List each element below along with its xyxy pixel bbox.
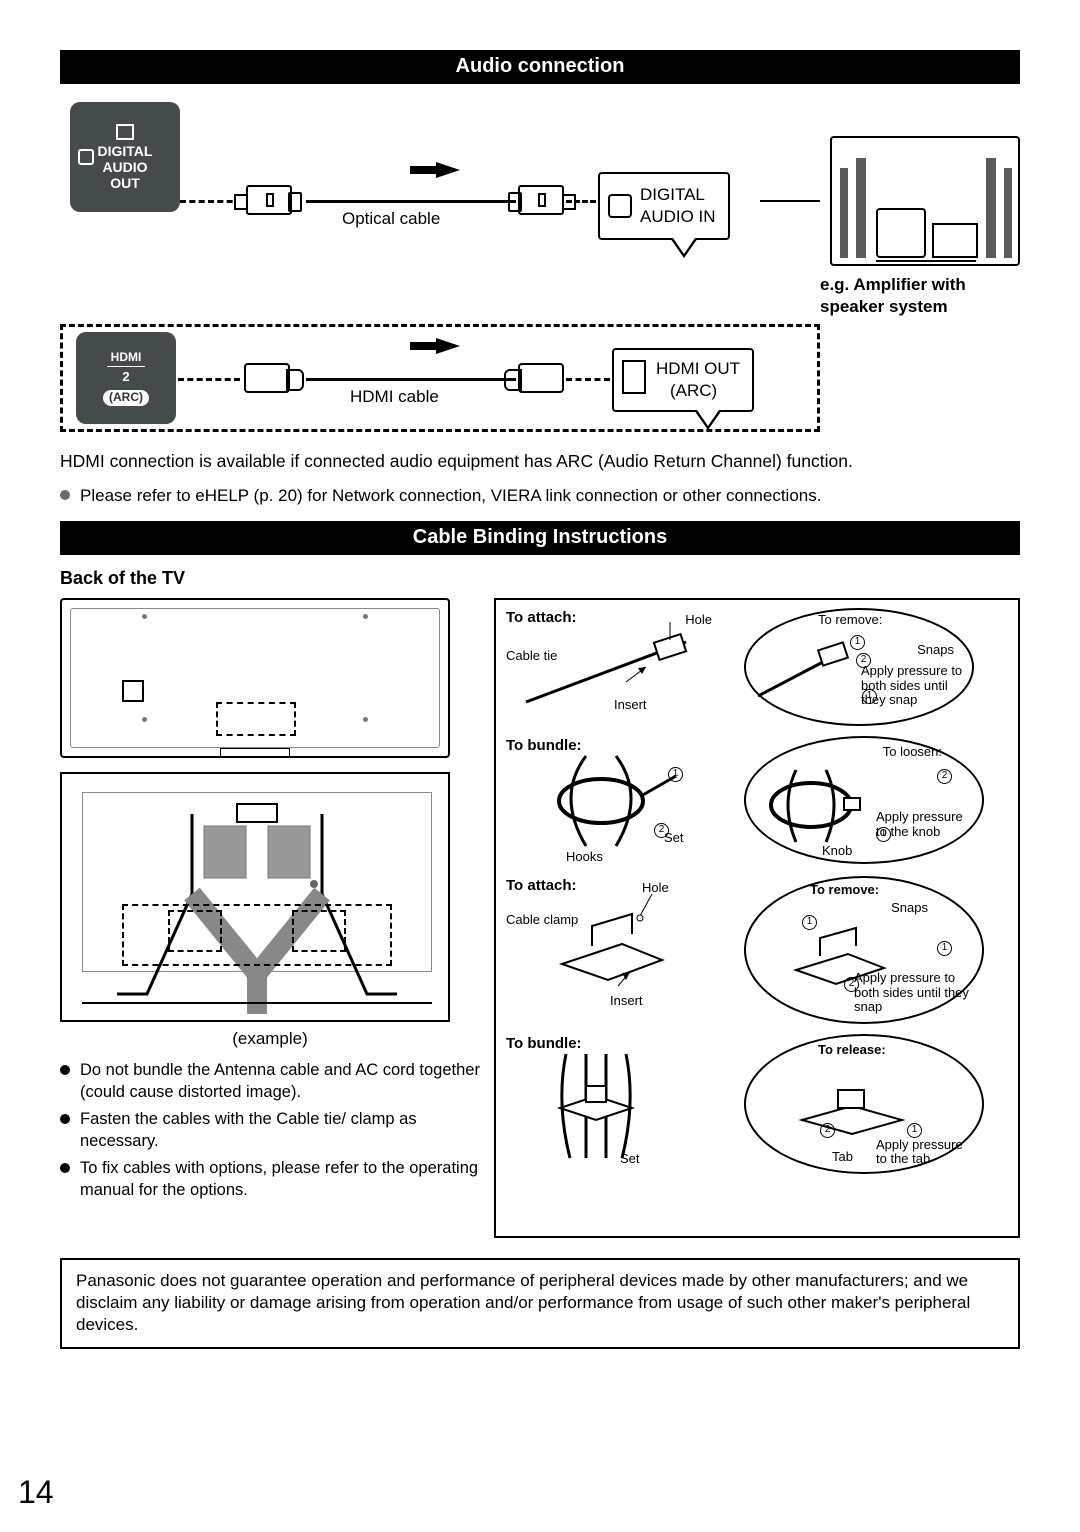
dao-line3: OUT xyxy=(110,176,140,190)
apply-both-1: Apply pressure to both sides until they … xyxy=(861,664,966,707)
cable-binding-header: Cable Binding Instructions xyxy=(60,521,1020,555)
page-number: 14 xyxy=(18,1472,54,1514)
hdmi-out-l1: HDMI OUT xyxy=(656,359,740,378)
example-label: (example) xyxy=(60,1028,480,1050)
tv-back-outline-icon xyxy=(60,598,450,758)
to-loosen-label: To loosen: xyxy=(883,744,942,761)
binding-bullet-1: Do not bundle the Antenna cable and AC c… xyxy=(60,1060,480,1103)
cable-tie-loosen-icon: To loosen: 2 1 Knob Apply pressure to th… xyxy=(744,736,984,864)
bullet-icon xyxy=(60,1114,70,1124)
optical-cable-label: Optical cable xyxy=(342,208,440,230)
dain-l2: AUDIO IN xyxy=(640,207,716,226)
amplifier-caption: e.g. Amplifier with speaker system xyxy=(820,274,1020,318)
ehelp-note-text: Please refer to eHELP (p. 20) for Networ… xyxy=(80,485,821,507)
binding-right-column: To attach: Hole Cable tie Insert To remo… xyxy=(494,598,1020,1238)
dain-l1: DIGITAL xyxy=(640,185,705,204)
binding-bullet-2: Fasten the cables with the Cable tie/ cl… xyxy=(60,1109,480,1152)
apply-knob-label: Apply pressure to the knob xyxy=(876,810,976,839)
binding-bullet-3-text: To fix cables with options, please refer… xyxy=(80,1158,480,1201)
hdmi-arc-note: HDMI connection is available if connecte… xyxy=(60,450,1020,473)
set-label-1: Set xyxy=(664,830,684,847)
dao-line1: DIGITAL xyxy=(98,144,153,158)
cable-tie-remove-icon: To remove: 1 Snaps 2 1 Apply pressure to… xyxy=(744,608,974,726)
to-remove-1: To remove: xyxy=(818,612,882,629)
snaps-label-1: Snaps xyxy=(917,642,954,659)
hdmi-cable-label: HDMI cable xyxy=(350,386,439,408)
digital-audio-in-box: DIGITAL AUDIO IN xyxy=(598,172,730,240)
optical-plug-right-icon xyxy=(518,185,564,215)
hdmi2-arc-port: HDMI 2 (ARC) xyxy=(76,332,176,424)
amplifier-icon xyxy=(830,136,1020,266)
set-label-2: Set xyxy=(620,1151,640,1168)
hooks-label: Hooks xyxy=(566,849,603,866)
binding-left-column: (example) Do not bundle the Antenna cabl… xyxy=(60,598,480,1238)
audio-diagram: DIGITAL AUDIO OUT Optical cable DIGITAL … xyxy=(60,96,1020,436)
binding-bullet-1-text: Do not bundle the Antenna cable and AC c… xyxy=(80,1060,480,1103)
back-of-tv-label: Back of the TV xyxy=(60,567,1020,590)
apply-both-2: Apply pressure to both sides until they … xyxy=(854,971,974,1014)
tab-label: Tab xyxy=(832,1149,853,1166)
hdmi-port-l1: HDMI xyxy=(107,350,146,367)
digital-audio-out-port: DIGITAL AUDIO OUT xyxy=(70,102,180,212)
binding-bullet-3: To fix cables with options, please refer… xyxy=(60,1158,480,1201)
knob-label: Knob xyxy=(822,843,852,860)
disclaimer-box: Panasonic does not guarantee operation a… xyxy=(60,1258,1020,1348)
cable-clamp-remove-icon: To remove: Snaps 1 1 2 Apply pressure to… xyxy=(744,876,984,1024)
bullet-icon xyxy=(60,490,70,500)
to-attach-2: To attach: xyxy=(506,876,736,896)
apply-tab-label: Apply pressure to the tab xyxy=(876,1138,976,1167)
hdmi-port-arc: (ARC) xyxy=(103,390,149,406)
binding-bullet-2-text: Fasten the cables with the Cable tie/ cl… xyxy=(80,1109,480,1152)
cable-clamp-bundle-icon: To bundle: Set xyxy=(506,1034,736,1174)
cable-clamp-attach-icon: To attach: Cable clamp Hole Insert xyxy=(506,876,736,1016)
audio-connection-header: Audio connection xyxy=(60,50,1020,84)
hdmi-plug-right-icon xyxy=(518,363,564,393)
insert-label-1: Insert xyxy=(614,697,647,714)
tv-back-example-icon xyxy=(60,772,450,1022)
insert-label-2: Insert xyxy=(610,993,643,1010)
hdmi-port-num: 2 xyxy=(122,369,129,386)
to-remove-2: To remove: xyxy=(810,882,879,899)
ehelp-note: Please refer to eHELP (p. 20) for Networ… xyxy=(60,485,1020,507)
hdmi-plug-left-icon xyxy=(244,363,290,393)
cable-tie-bundle-icon: To bundle: 1 2 Set Hooks xyxy=(506,736,736,866)
cable-clamp-release-icon: To release: 2 1 Tab Apply pressure to th… xyxy=(744,1034,984,1174)
optical-plug-left-icon xyxy=(246,185,292,215)
bullet-icon xyxy=(60,1163,70,1173)
dao-line2: AUDIO xyxy=(102,160,147,174)
to-release-label: To release: xyxy=(818,1042,886,1059)
cable-tie-attach-icon: To attach: Hole Cable tie Insert xyxy=(506,608,736,718)
hdmi-out-l2: (ARC) xyxy=(656,381,717,400)
hdmi-out-box: HDMI OUT (ARC) xyxy=(612,348,754,412)
bullet-icon xyxy=(60,1065,70,1075)
